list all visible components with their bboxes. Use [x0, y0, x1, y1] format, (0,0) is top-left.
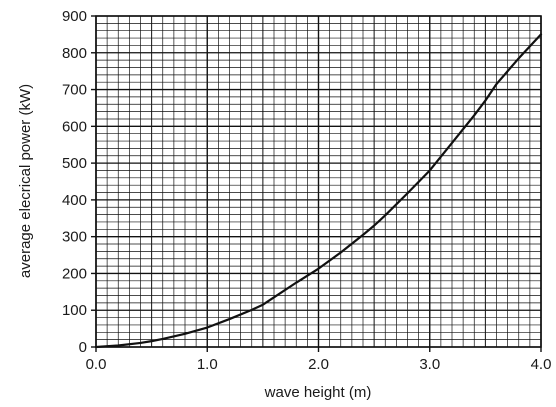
y-tick-label: 0: [79, 339, 87, 356]
series-line: [94, 33, 543, 349]
y-tick-label: 100: [62, 302, 87, 319]
y-tick-label: 700: [62, 82, 87, 99]
x-tick-label: 1.0: [197, 356, 218, 373]
y-tick-labels: 0 100 200 300 400 500 600 700 800 900: [62, 8, 87, 356]
x-tick-label: 3.0: [419, 356, 440, 373]
x-tick-label: 4.0: [531, 356, 552, 373]
y-tick-label: 500: [62, 155, 87, 172]
y-tick-label: 800: [62, 45, 87, 62]
y-tick-label: 200: [62, 265, 87, 282]
y-axis-label: average elecrical power (kW): [17, 84, 34, 278]
x-tick-labels: 0.0 1.0 2.0 3.0 4.0: [86, 356, 552, 373]
y-tick-label: 400: [62, 192, 87, 209]
x-tick-label: 0.0: [86, 356, 107, 373]
y-tick-label: 600: [62, 118, 87, 135]
axis-ticks: [91, 15, 542, 352]
y-tick-label: 300: [62, 229, 87, 246]
plot-frame: [95, 15, 542, 348]
major-grid: [95, 15, 542, 348]
x-tick-label: 2.0: [308, 356, 329, 373]
x-axis-label: wave height (m): [264, 384, 372, 401]
y-tick-label: 900: [62, 8, 87, 25]
